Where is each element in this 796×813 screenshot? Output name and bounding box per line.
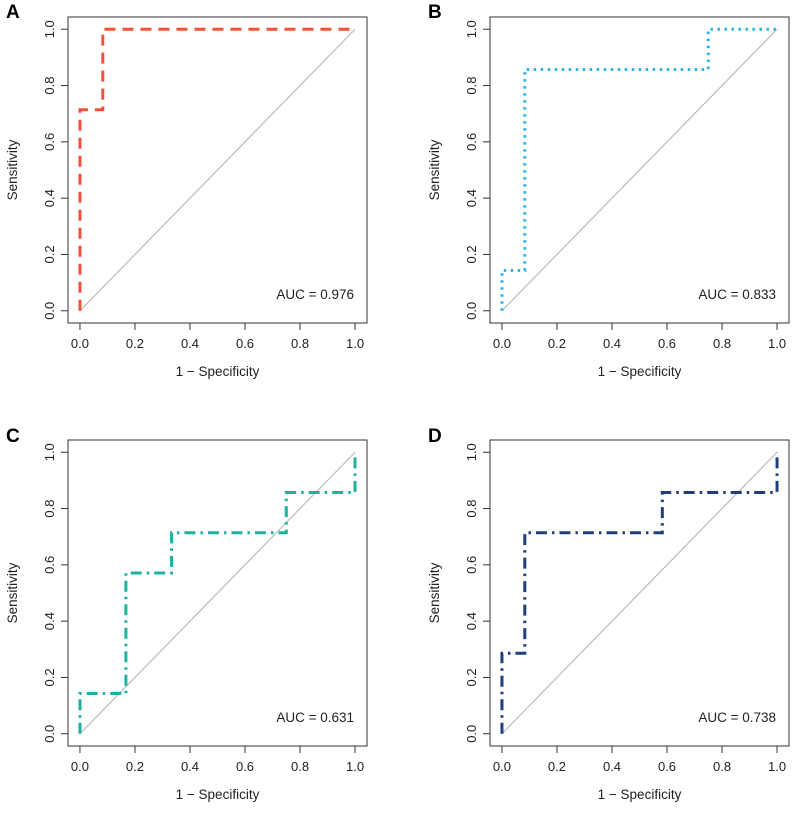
y-axis-title: Sensitivity bbox=[5, 139, 20, 200]
y-tick-label: 1.0 bbox=[464, 20, 479, 38]
y-tick-label: 0.2 bbox=[464, 245, 479, 263]
y-tick-label: 0.0 bbox=[42, 725, 57, 743]
x-tick-label: 0.8 bbox=[713, 336, 731, 351]
x-axis-title: 1 − Specificity bbox=[598, 787, 682, 802]
x-axis-title: 1 − Specificity bbox=[176, 364, 260, 379]
x-tick-label: 0.4 bbox=[181, 336, 199, 351]
y-tick-label: 1.0 bbox=[464, 443, 479, 461]
reference-diagonal bbox=[79, 28, 356, 312]
plot-frame bbox=[489, 439, 790, 747]
auc-annotation: AUC = 0.833 bbox=[698, 287, 776, 302]
y-tick-label: 0.2 bbox=[42, 668, 57, 686]
plot-frame bbox=[67, 16, 368, 324]
reference-diagonal bbox=[501, 451, 778, 735]
x-tick-label: 1.0 bbox=[346, 759, 364, 774]
y-tick-label: 0.2 bbox=[42, 245, 57, 263]
x-tick-label: 0.6 bbox=[658, 759, 676, 774]
y-tick-label: 0.4 bbox=[42, 189, 57, 207]
x-tick-label: 0.2 bbox=[126, 336, 144, 351]
y-tick-label: 0.6 bbox=[464, 133, 479, 151]
panel-letter: A bbox=[6, 2, 20, 23]
x-tick-label: 0.6 bbox=[236, 336, 254, 351]
x-tick-label: 1.0 bbox=[346, 336, 364, 351]
reference-diagonal bbox=[501, 28, 778, 312]
y-tick-label: 1.0 bbox=[42, 443, 57, 461]
y-tick-label: 0.8 bbox=[464, 77, 479, 95]
x-tick-label: 1.0 bbox=[768, 759, 786, 774]
x-tick-label: 0.2 bbox=[126, 759, 144, 774]
y-tick-label: 0.0 bbox=[464, 725, 479, 743]
y-tick-label: 0.8 bbox=[42, 500, 57, 518]
y-tick-label: 0.4 bbox=[464, 189, 479, 207]
roc-panel-c: C 0.0 0.2 0.4 0.6 0.8 1.0 0.0 0.2 0.4 0.6 0.8 1.0 1 −… bbox=[5, 426, 368, 802]
auc-annotation: AUC = 0.738 bbox=[698, 710, 776, 725]
x-tick-label: 0.8 bbox=[713, 759, 731, 774]
x-tick-label: 1.0 bbox=[768, 336, 786, 351]
roc-curve bbox=[78, 452, 357, 734]
x-tick-label: 0.0 bbox=[71, 759, 89, 774]
x-tick-label: 0.8 bbox=[291, 336, 309, 351]
x-tick-label: 0.6 bbox=[658, 336, 676, 351]
y-tick-label: 0.0 bbox=[464, 302, 479, 320]
x-tick-label: 0.8 bbox=[291, 759, 309, 774]
panel-letter: B bbox=[428, 2, 442, 23]
x-tick-label: 0.4 bbox=[603, 759, 621, 774]
roc-curve bbox=[78, 27, 356, 311]
panel-letter: D bbox=[428, 426, 442, 447]
x-axis-title: 1 − Specificity bbox=[598, 364, 682, 379]
y-tick-label: 0.4 bbox=[464, 612, 479, 630]
y-tick-label: 0.8 bbox=[42, 77, 57, 95]
plot-frame bbox=[489, 16, 790, 324]
x-tick-label: 0.2 bbox=[548, 759, 566, 774]
plot-frame bbox=[67, 439, 368, 747]
auc-annotation: AUC = 0.976 bbox=[276, 287, 354, 302]
x-tick-label: 0.4 bbox=[181, 759, 199, 774]
x-tick-label: 0.0 bbox=[71, 336, 89, 351]
y-axis-title: Sensitivity bbox=[5, 562, 20, 623]
y-tick-label: 0.4 bbox=[42, 612, 57, 630]
roc-panel-b: B 0.0 0.2 0.4 0.6 0.8 1.0 0.0 0.2 0.4 0.6 0.8 1.0 1 −… bbox=[427, 2, 790, 379]
x-tick-label: 0.4 bbox=[603, 336, 621, 351]
y-tick-label: 0.6 bbox=[42, 556, 57, 574]
auc-annotation: AUC = 0.631 bbox=[276, 710, 354, 725]
x-tick-label: 0.6 bbox=[236, 759, 254, 774]
x-axis-title: 1 − Specificity bbox=[176, 787, 260, 802]
x-tick-label: 0.2 bbox=[548, 336, 566, 351]
panel-letter: C bbox=[6, 426, 20, 447]
roc-panel-d: D 0.0 0.2 0.4 0.6 0.8 1.0 0.0 0.2 0.4 0.6 0.8 1.0 1 −… bbox=[427, 426, 790, 802]
y-axis-title: Sensitivity bbox=[427, 562, 442, 623]
roc-panel-a: A 0.0 0.2 0.4 0.6 0.8 1.0 0.0 0.2 0.4 0.6 0.8 1.0 1 −… bbox=[5, 2, 368, 379]
x-tick-label: 0.0 bbox=[493, 336, 511, 351]
roc-curve bbox=[500, 452, 779, 734]
x-tick-label: 0.0 bbox=[493, 759, 511, 774]
y-tick-label: 0.8 bbox=[464, 500, 479, 518]
y-tick-label: 0.0 bbox=[42, 302, 57, 320]
y-tick-label: 0.6 bbox=[464, 556, 479, 574]
y-tick-label: 0.2 bbox=[464, 668, 479, 686]
y-axis-title: Sensitivity bbox=[427, 139, 442, 200]
y-tick-label: 1.0 bbox=[42, 20, 57, 38]
y-tick-label: 0.6 bbox=[42, 133, 57, 151]
reference-diagonal bbox=[79, 451, 356, 735]
